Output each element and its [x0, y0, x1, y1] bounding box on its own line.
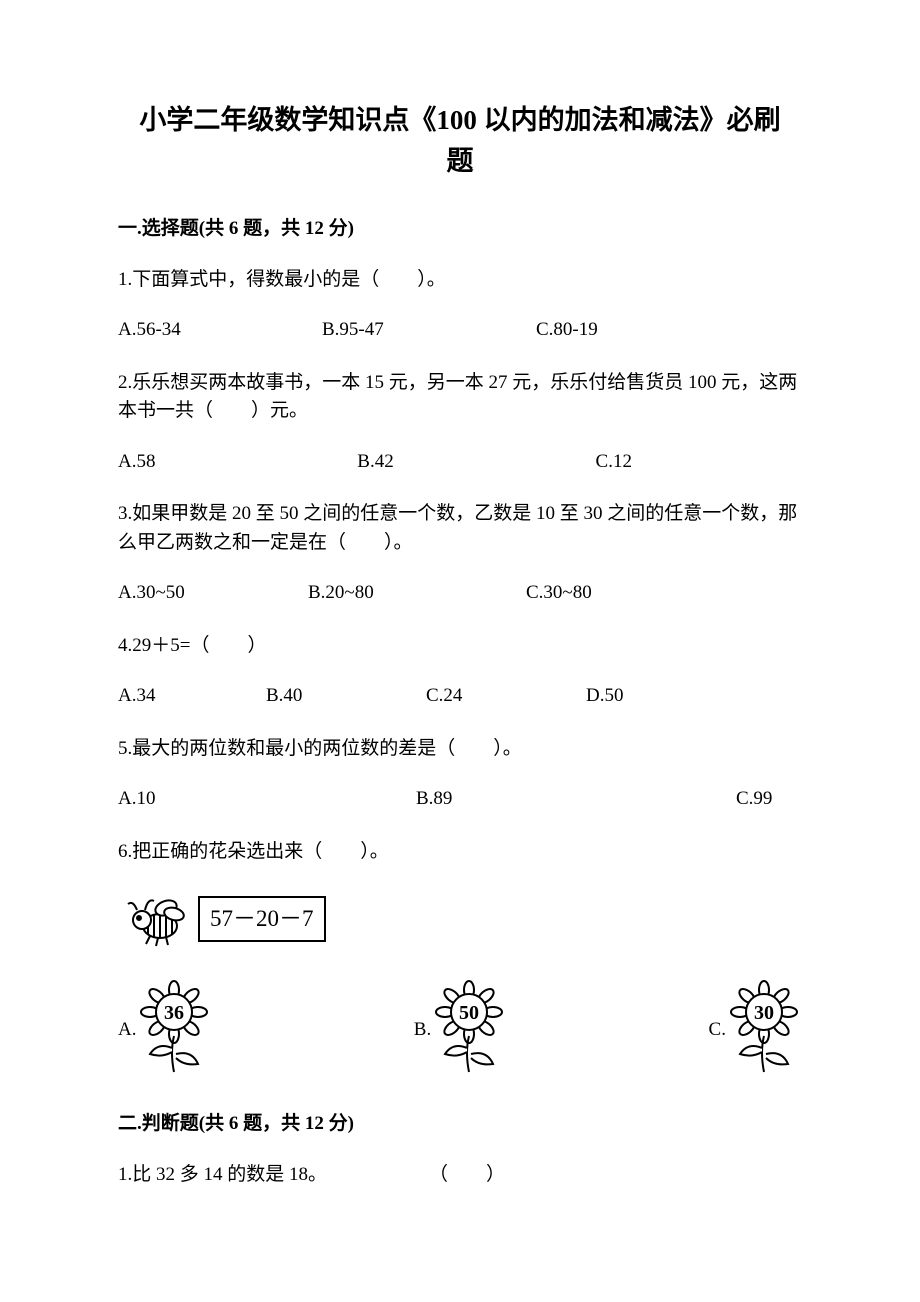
q4-options: A.34 B.40 C.24 D.50: [118, 682, 802, 711]
q4-opt-d: D.50: [586, 682, 623, 711]
q6-opt-b-label: B.: [414, 1016, 431, 1045]
flower-icon: 50: [431, 980, 507, 1080]
q3-opt-c: C.30~80: [526, 579, 592, 608]
s2-q1: 1.比 32 多 14 的数是 18。 （ ）: [118, 1161, 802, 1190]
s2-q1-text: 1.比 32 多 14 的数是 18。: [118, 1161, 327, 1190]
q3-opt-b: B.20~80: [308, 579, 526, 608]
page-title: 小学二年级数学知识点《100 以内的加法和减法》必刷题: [118, 100, 802, 181]
q4-opt-a: A.34: [118, 682, 266, 711]
section-2-header: 二.判断题(共 6 题，共 12 分): [118, 1110, 802, 1139]
q1-text: 1.下面算式中，得数最小的是（ ）。: [118, 266, 802, 295]
s2-q1-paren: （ ）: [429, 1161, 505, 1190]
flower-value-c: 30: [754, 1002, 774, 1024]
q6-bee-row: 57－20－7: [118, 888, 802, 950]
q4-opt-b: B.40: [266, 682, 426, 711]
q2-text: 2.乐乐想买两本故事书，一本 15 元，另一本 27 元，乐乐付给售货员 100…: [118, 369, 802, 426]
q6-opt-a-label: A.: [118, 1016, 136, 1045]
flower-value-b: 50: [459, 1002, 479, 1024]
q5-opt-a: A.10: [118, 785, 416, 814]
q3-text: 3.如果甲数是 20 至 50 之间的任意一个数，乙数是 10 至 30 之间的…: [118, 500, 802, 557]
q6-text: 6.把正确的花朵选出来（ ）。: [118, 838, 802, 867]
q1-opt-c: C.80-19: [536, 316, 598, 345]
q5-opt-c: C.99: [736, 785, 772, 814]
flower-value-a: 36: [164, 1002, 184, 1024]
q5-opt-b: B.89: [416, 785, 736, 814]
flower-icon: 36: [136, 980, 212, 1080]
q5-text: 5.最大的两位数和最小的两位数的差是（ ）。: [118, 735, 802, 764]
section-1-header: 一.选择题(共 6 题，共 12 分): [118, 215, 802, 244]
q3-options: A.30~50 B.20~80 C.30~80: [118, 579, 802, 608]
q2-opt-a: A.58: [118, 448, 155, 477]
q4-opt-c: C.24: [426, 682, 586, 711]
q2-options: A.58 B.42 C.12: [118, 448, 802, 477]
q6-flower-options: A. 36 B.: [118, 980, 802, 1080]
q2-opt-b: B.42: [357, 448, 393, 477]
q2-opt-c: C.12: [596, 448, 632, 477]
q6-opt-c-label: C.: [709, 1016, 726, 1045]
q4-text: 4.29＋5=（ ）: [118, 632, 802, 661]
q1-opt-b: B.95-47: [322, 316, 536, 345]
q3-opt-a: A.30~50: [118, 579, 308, 608]
q6-expression-box: 57－20－7: [198, 896, 326, 943]
q5-options: A.10 B.89 C.99: [118, 785, 802, 814]
q1-options: A.56-34 B.95-47 C.80-19: [118, 316, 802, 345]
flower-icon: 30: [726, 980, 802, 1080]
q1-opt-a: A.56-34: [118, 316, 322, 345]
bee-icon: [118, 888, 192, 950]
